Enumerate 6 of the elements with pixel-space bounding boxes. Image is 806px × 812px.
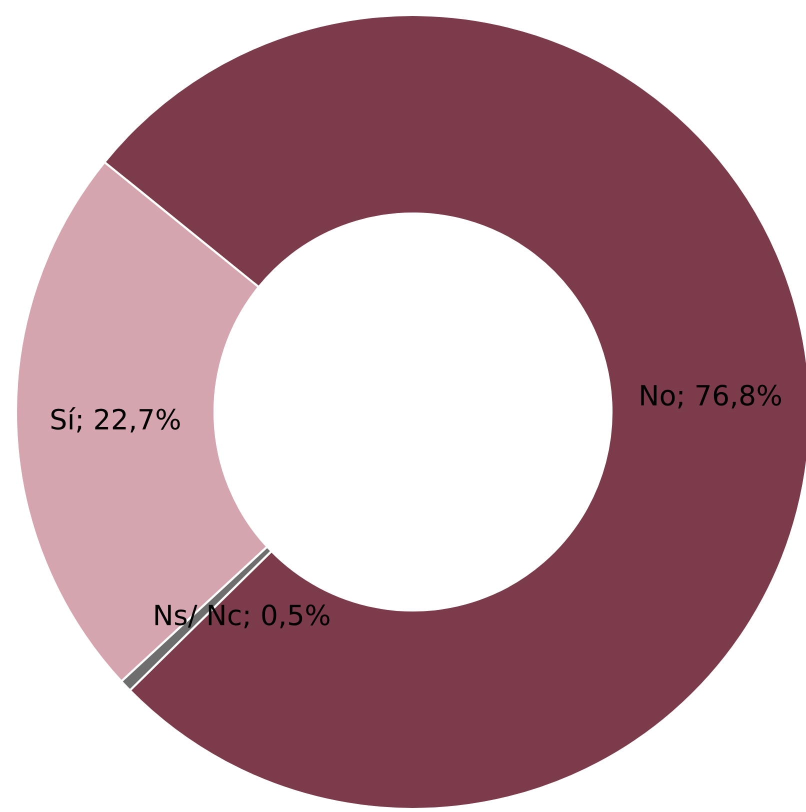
slice-label: No bbox=[641, 385, 675, 406]
data-label: ; 76,8% bbox=[678, 384, 781, 409]
data-label: ; 22,7% bbox=[77, 408, 180, 433]
data-label: ; 0,5% bbox=[244, 604, 330, 628]
slice-label: Sí bbox=[51, 407, 76, 430]
slice-label: Ns/ Nc bbox=[155, 604, 240, 628]
